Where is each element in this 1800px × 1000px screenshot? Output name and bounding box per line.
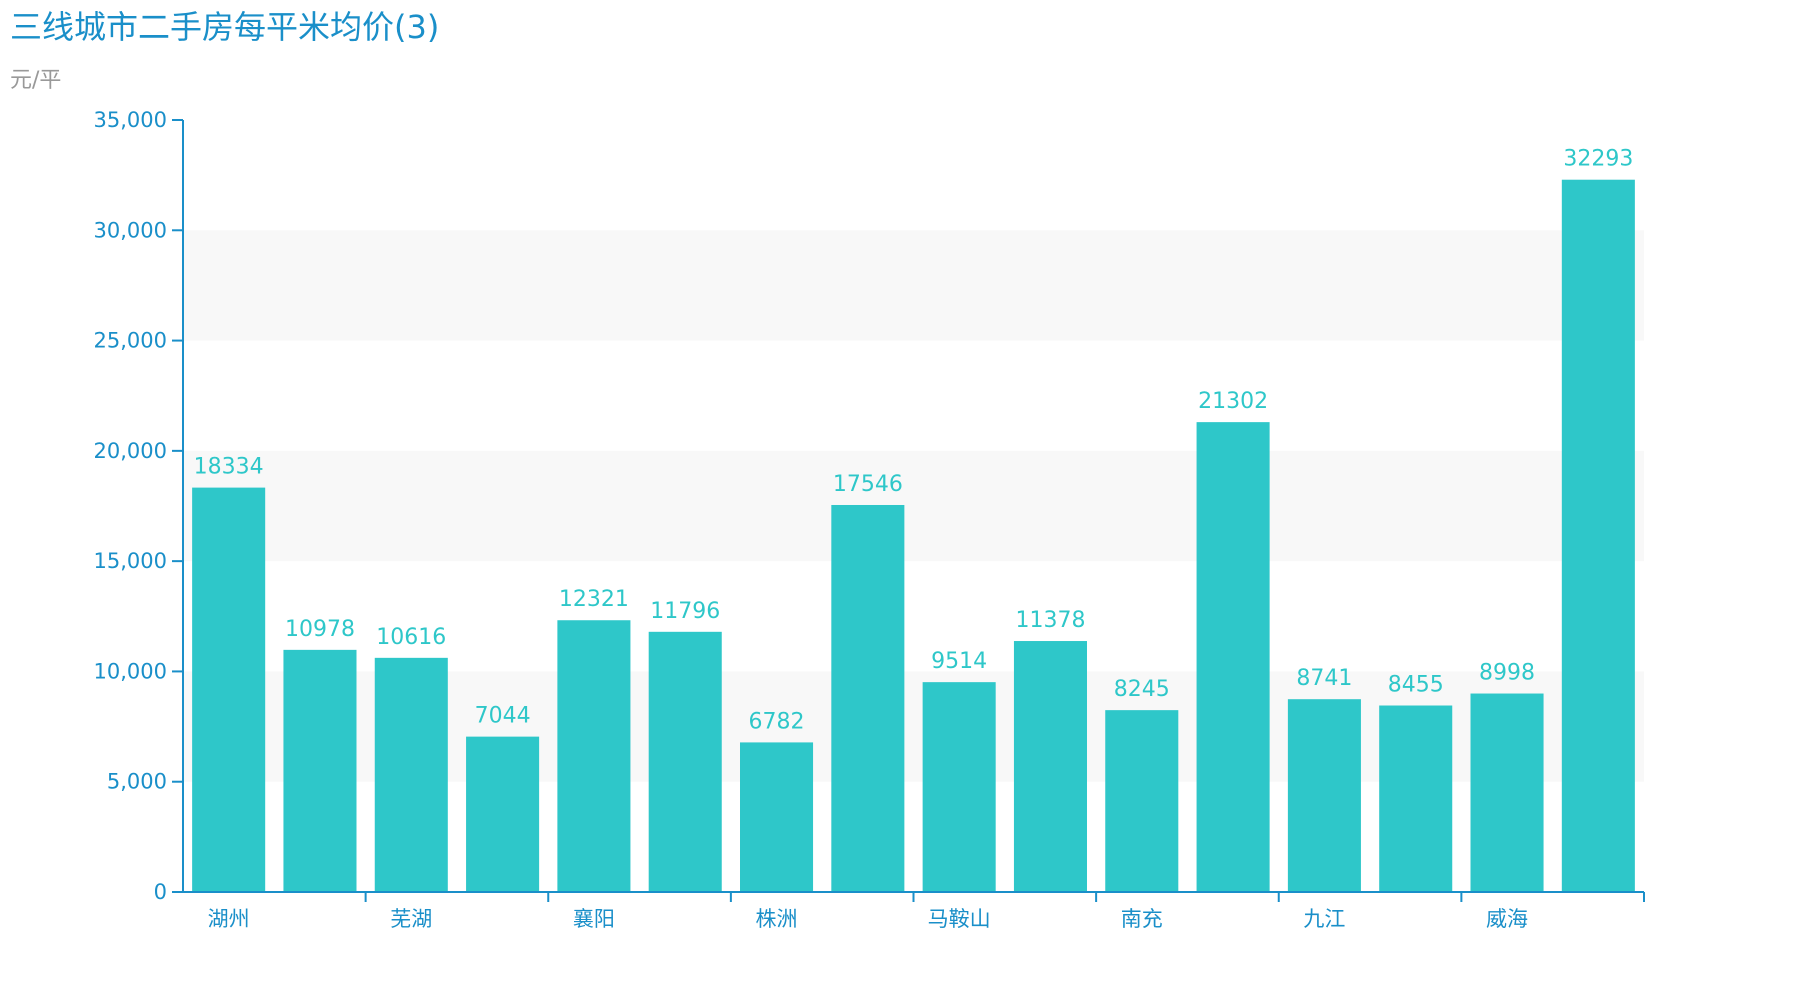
bar-value-label: 11378 xyxy=(1015,608,1085,633)
chart-title: 三线城市二手房每平米均价(3) xyxy=(10,8,440,46)
grid-band xyxy=(183,230,1644,341)
bar-value-label: 6782 xyxy=(749,709,805,734)
bar xyxy=(466,736,540,892)
bar-value-label: 18334 xyxy=(194,455,264,480)
bar xyxy=(1287,699,1361,892)
y-axis-unit-label: 元/平 xyxy=(10,68,62,93)
bar xyxy=(1196,422,1270,892)
bar-value-label: 8741 xyxy=(1296,666,1352,691)
bar-value-label: 9514 xyxy=(931,649,987,674)
bar xyxy=(740,742,814,892)
bar xyxy=(831,504,905,892)
y-tick-label: 25,000 xyxy=(94,329,167,353)
bar-value-label: 7044 xyxy=(475,704,531,729)
y-tick-label: 15,000 xyxy=(94,549,167,573)
bar-value-label: 21302 xyxy=(1198,389,1268,414)
bar xyxy=(1470,693,1544,892)
bar-value-label: 17546 xyxy=(833,472,903,497)
bar-value-label: 32293 xyxy=(1563,147,1633,172)
bars-group xyxy=(192,179,1635,892)
bar xyxy=(283,649,357,892)
y-tick-label: 35,000 xyxy=(94,108,167,132)
bar xyxy=(557,620,631,892)
y-tick-label: 0 xyxy=(154,880,167,904)
bar-value-label: 11796 xyxy=(650,599,720,624)
y-tick-label: 5,000 xyxy=(107,770,167,794)
x-tick-label: 马鞍山 xyxy=(928,907,991,931)
bar-value-label: 10616 xyxy=(376,625,446,650)
bar xyxy=(192,487,266,892)
bar-value-label: 8998 xyxy=(1479,661,1535,686)
bar xyxy=(1105,710,1179,892)
x-tick-label: 芜湖 xyxy=(390,907,432,931)
x-tick-label: 襄阳 xyxy=(573,907,615,931)
bar xyxy=(1013,641,1087,892)
y-tick-label: 10,000 xyxy=(94,659,167,683)
labels-group: 18334 10978 10616 7044 12321 11796 6782 17546 95… xyxy=(94,108,1634,931)
bar xyxy=(922,682,996,892)
bar xyxy=(1379,705,1453,892)
bar xyxy=(374,657,448,892)
y-tick-label: 20,000 xyxy=(94,439,167,463)
x-tick-label: 九江 xyxy=(1303,907,1345,931)
y-tick-label: 30,000 xyxy=(94,218,167,242)
bar-value-label: 12321 xyxy=(559,587,629,612)
x-tick-label: 南充 xyxy=(1121,907,1163,931)
x-tick-label: 威海 xyxy=(1486,907,1528,931)
bar-value-label: 8455 xyxy=(1388,673,1444,698)
bar-value-label: 10978 xyxy=(285,617,355,642)
x-tick-label: 湖州 xyxy=(208,907,250,931)
bar xyxy=(648,631,722,892)
grid-band xyxy=(183,450,1644,562)
bar xyxy=(1561,179,1635,892)
x-tick-label: 株洲 xyxy=(756,907,798,931)
axes-group xyxy=(172,119,1645,902)
bar-value-label: 8245 xyxy=(1114,677,1170,702)
